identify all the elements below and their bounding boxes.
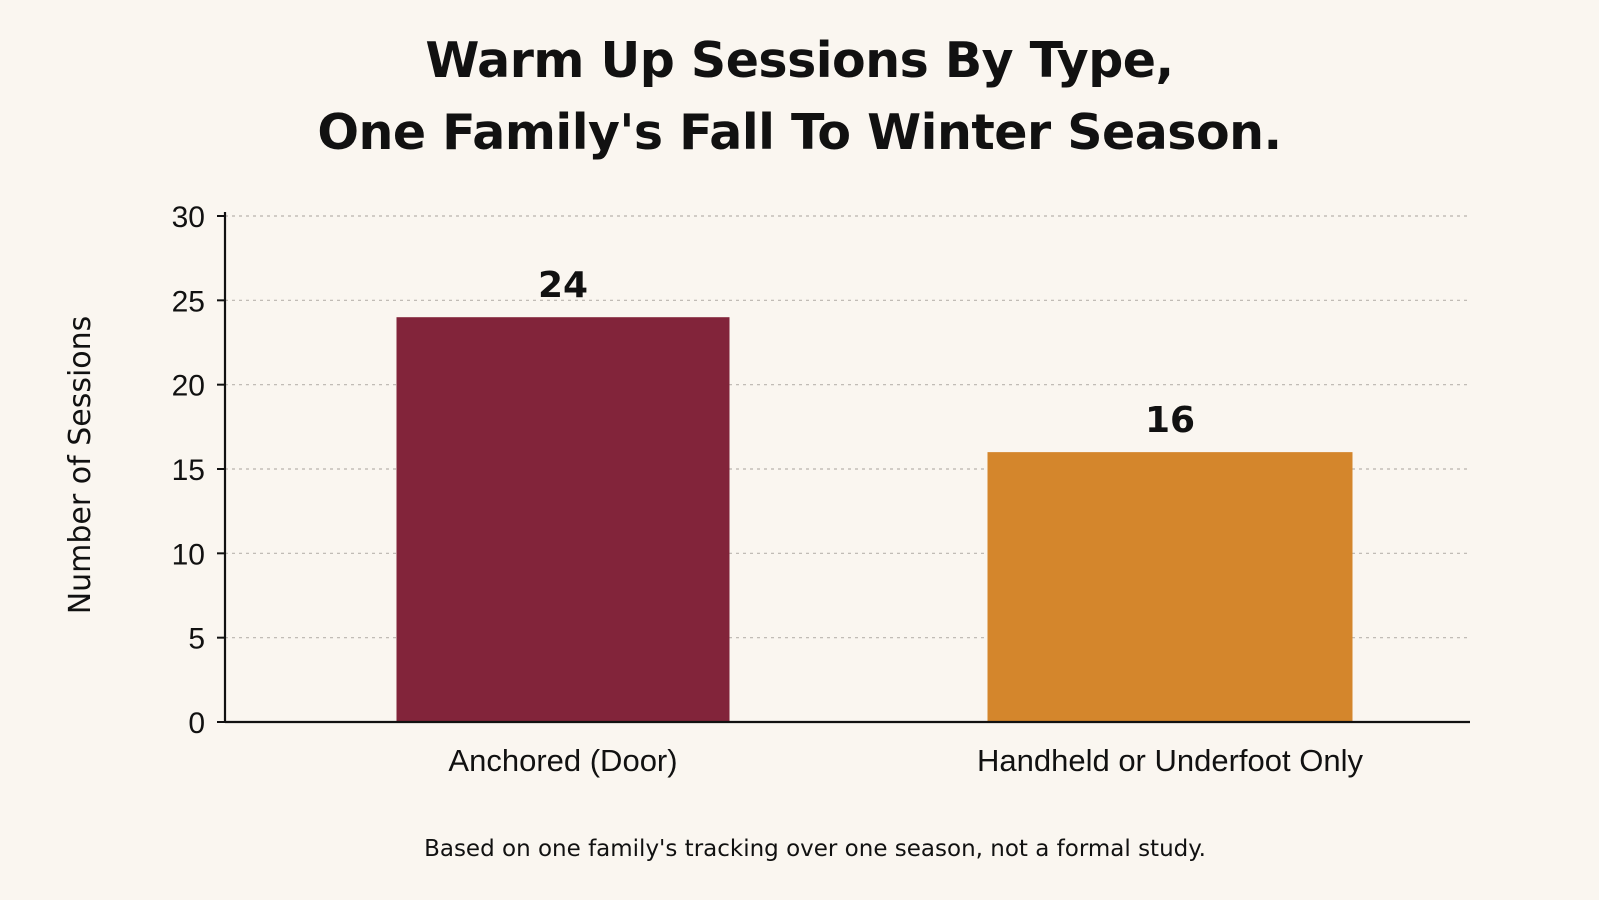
x-category-label: Anchored (Door)	[448, 743, 677, 778]
bar-1	[396, 317, 730, 722]
y-tick-label: 10	[172, 538, 205, 571]
y-tick-label: 30	[172, 201, 205, 234]
bar-value-label: 16	[1145, 400, 1195, 441]
bar-value-label: 24	[538, 265, 588, 306]
y-tick-label: 25	[172, 285, 205, 318]
y-axis-title: Number of Sessions	[63, 316, 98, 615]
x-category-label: Handheld or Underfoot Only	[977, 743, 1364, 778]
axes	[217, 212, 1470, 724]
bar-2	[987, 452, 1353, 722]
y-tick-label: 15	[172, 454, 205, 487]
bars	[396, 317, 1353, 722]
y-tick-label: 20	[172, 370, 205, 403]
labels: 0 5 10 15 20 25 30 24 Anchored (Door) 16 Handheld …	[172, 201, 1364, 778]
chart-title-line-2: One Family's Fall To Winter Season.	[317, 104, 1282, 161]
y-tick-label: 5	[188, 623, 205, 656]
chart-title-line-1: Warm Up Sessions By Type,	[425, 32, 1174, 89]
y-tick-label: 0	[188, 707, 205, 740]
chart-footnote: Based on one family's tracking over one …	[424, 836, 1206, 862]
